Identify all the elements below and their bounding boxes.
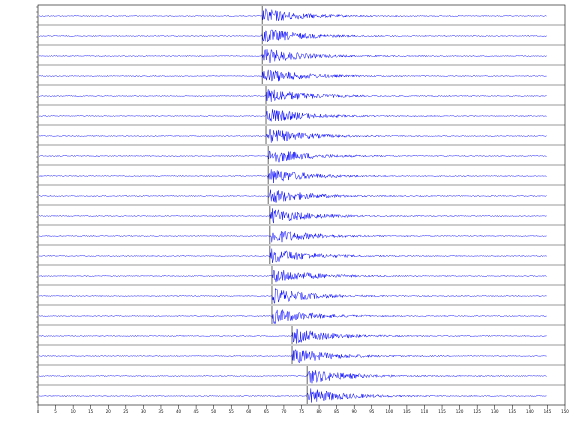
x-tick-label: 35 <box>158 409 164 414</box>
x-tick-label: 55 <box>229 409 235 414</box>
trace <box>38 189 547 204</box>
trace <box>38 309 547 325</box>
x-tick-label: 130 <box>491 409 499 414</box>
x-tick-label: 45 <box>194 409 200 414</box>
x-tick-label: 50 <box>211 409 217 414</box>
trace <box>38 150 547 163</box>
x-tick-label: 15 <box>88 409 94 414</box>
x-tick-label: 140 <box>526 409 534 414</box>
x-tick-label: 100 <box>386 409 394 414</box>
trace <box>38 169 547 184</box>
trace <box>38 370 547 384</box>
x-tick-label: 75 <box>299 409 305 414</box>
x-tick-label: 20 <box>106 409 112 414</box>
x-tick-label: 65 <box>264 409 270 414</box>
x-tick-label: 90 <box>352 409 358 414</box>
trace <box>38 288 547 304</box>
x-tick-label: 0 <box>37 409 40 414</box>
trace <box>38 128 547 143</box>
trace <box>38 208 547 224</box>
trace <box>38 109 547 122</box>
trace <box>38 349 547 364</box>
x-tick-label: 115 <box>438 409 446 414</box>
x-tick-label: 30 <box>141 409 147 414</box>
trace <box>38 269 547 283</box>
trace <box>38 48 547 63</box>
x-tick-label: 150 <box>561 409 569 414</box>
x-tick-label: 40 <box>176 409 182 414</box>
x-tick-label: 70 <box>281 409 287 414</box>
x-tick-label: 80 <box>317 409 323 414</box>
trace <box>38 328 547 344</box>
trace <box>38 29 547 43</box>
x-tick-label: 120 <box>456 409 464 414</box>
x-tick-label: 95 <box>369 409 375 414</box>
trace <box>38 89 547 102</box>
x-tick-label: 105 <box>403 409 411 414</box>
x-tick-label: 5 <box>54 409 57 414</box>
trace <box>38 8 547 22</box>
x-tick-label: 125 <box>473 409 481 414</box>
x-tick-label: 10 <box>71 409 77 414</box>
trace <box>38 248 547 263</box>
x-tick-label: 85 <box>334 409 340 414</box>
x-tick-label: 135 <box>508 409 516 414</box>
trace <box>38 388 547 403</box>
x-tick-label: 25 <box>123 409 129 414</box>
trace <box>38 230 547 243</box>
x-tick-label: 145 <box>544 409 552 414</box>
x-tick-label: 60 <box>246 409 252 414</box>
x-tick-label: 110 <box>421 409 429 414</box>
trace <box>38 69 547 82</box>
